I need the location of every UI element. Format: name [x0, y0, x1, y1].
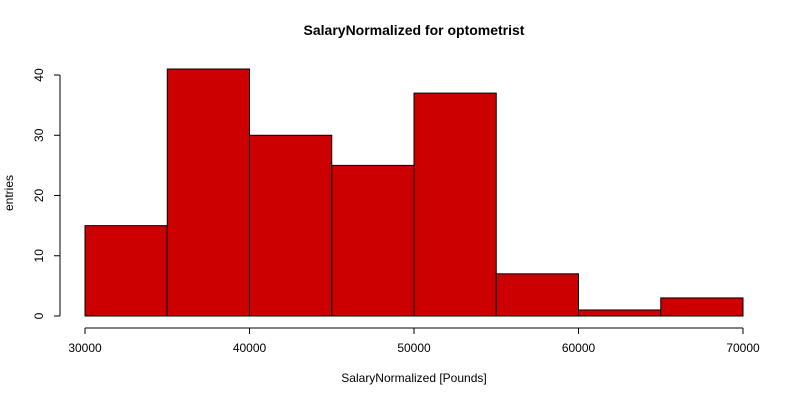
- x-tick-label: 60000: [562, 341, 596, 355]
- chart-title: SalaryNormalized for optometrist: [304, 22, 525, 38]
- histogram-bar: [578, 309, 662, 317]
- histogram-bar: [413, 92, 497, 317]
- x-tick-label: 50000: [397, 341, 431, 355]
- histogram-bar: [84, 225, 168, 317]
- x-tick-label: 40000: [233, 341, 267, 355]
- histogram-bar: [249, 134, 333, 317]
- histogram-bar: [660, 297, 744, 317]
- x-tick-label: 30000: [68, 341, 102, 355]
- y-axis-label: entries: [2, 175, 16, 211]
- x-axis-label: SalaryNormalized [Pounds]: [341, 371, 486, 385]
- histogram-bar: [166, 68, 250, 317]
- y-axis: 0 10 20 30 40: [32, 68, 61, 319]
- bars-group: [84, 68, 744, 317]
- x-axis: 30000 40000 50000 60000 70000: [68, 327, 760, 355]
- histogram-bar: [495, 273, 579, 317]
- y-tick-label: 0: [32, 312, 46, 319]
- y-tick-label: 20: [32, 189, 46, 203]
- y-tick-label: 10: [32, 249, 46, 263]
- histogram-bar: [331, 164, 415, 317]
- y-tick-label: 30: [32, 128, 46, 142]
- x-tick-label: 70000: [726, 341, 760, 355]
- y-tick-label: 40: [32, 68, 46, 82]
